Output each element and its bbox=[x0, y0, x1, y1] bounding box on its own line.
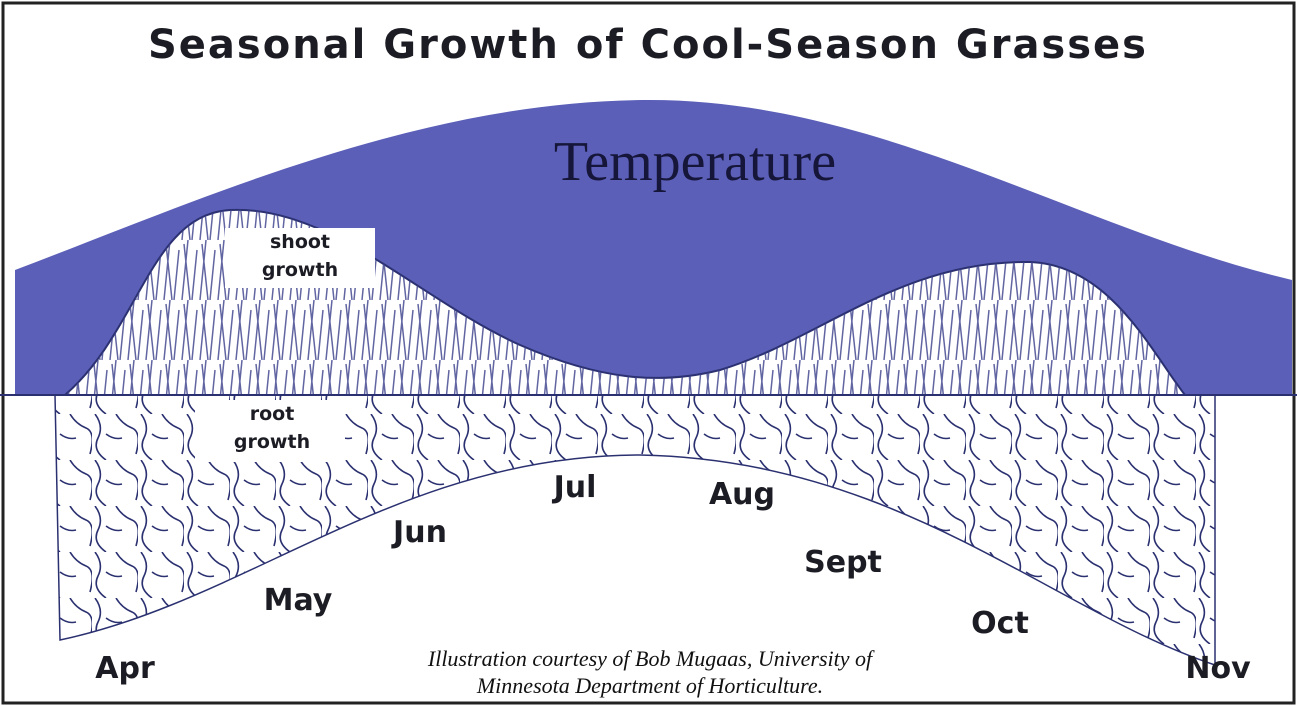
shoot-label: shoot bbox=[270, 231, 330, 253]
month-label: Jun bbox=[391, 515, 447, 550]
month-label: Oct bbox=[971, 606, 1029, 641]
month-label: Aug bbox=[709, 477, 775, 512]
month-label: Jul bbox=[552, 470, 597, 505]
month-label: Nov bbox=[1185, 651, 1251, 686]
diagram: Seasonal Growth of Cool-Season Grasses T… bbox=[0, 0, 1297, 706]
month-label: Sept bbox=[804, 545, 882, 580]
caption: Illustration courtesy of Bob Mugaas, Uni… bbox=[427, 646, 875, 671]
shoot-label: growth bbox=[262, 259, 338, 281]
month-label: May bbox=[264, 583, 333, 618]
month-label: Apr bbox=[95, 651, 155, 686]
temperature-label: Temperature bbox=[554, 131, 836, 193]
title: Seasonal Growth of Cool-Season Grasses bbox=[148, 22, 1148, 68]
caption: Minnesota Department of Horticulture. bbox=[476, 673, 823, 698]
root-label: growth bbox=[234, 431, 310, 453]
root-label: root bbox=[250, 403, 295, 425]
